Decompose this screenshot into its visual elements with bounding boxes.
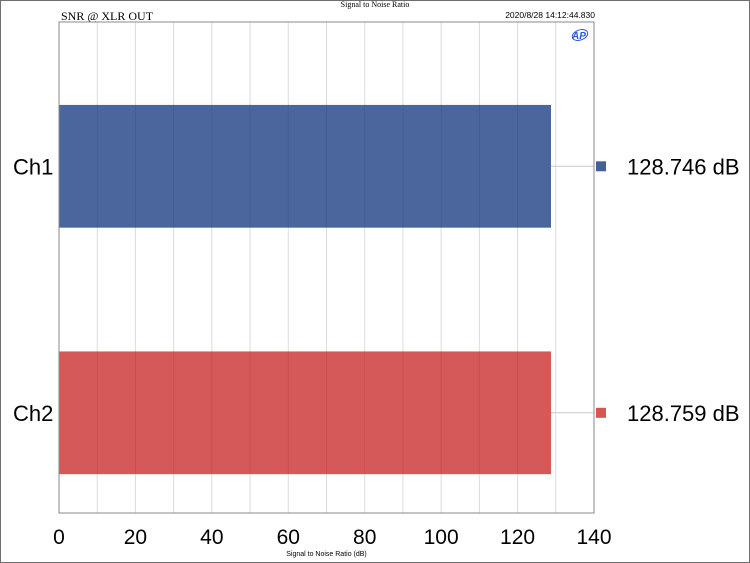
bar-ch2 <box>59 351 552 475</box>
value-legend: 128.746 dB 128.759 dB <box>550 154 740 426</box>
ap-logo: AP <box>571 29 589 42</box>
x-tick-labels: 0 20 40 60 80 100 120 140 <box>53 526 611 549</box>
x-tick-label: 140 <box>576 526 611 549</box>
plot-area-border <box>58 21 595 514</box>
x-tick-label: 120 <box>500 526 535 549</box>
chart-title: Signal to Noise Ratio <box>340 0 410 9</box>
category-label-ch1: Ch1 <box>13 154 53 179</box>
category-label-ch2: Ch2 <box>13 401 53 426</box>
timestamp: 2020/8/28 14:12:44.830 <box>505 10 595 20</box>
bar-ch1 <box>59 104 551 228</box>
legend-swatch-ch1 <box>596 161 606 172</box>
x-tick-label: 20 <box>124 526 147 549</box>
x-tick-label: 0 <box>53 526 65 549</box>
x-tick-label: 40 <box>200 526 223 549</box>
value-label-ch1: 128.746 dB <box>627 154 740 179</box>
chart-subtitle: SNR @ XLR OUT <box>61 9 154 23</box>
x-axis-label: Signal to Noise Ratio (dB) <box>286 551 367 558</box>
x-tick-label: 60 <box>277 526 300 549</box>
ap-logo-text: AP <box>571 31 586 42</box>
value-label-ch2: 128.759 dB <box>627 401 740 426</box>
x-tick-label: 100 <box>424 526 459 549</box>
bars: Ch1 Ch2 <box>13 104 552 475</box>
x-tick-label: 80 <box>353 526 376 549</box>
legend-swatch-ch2 <box>596 407 606 418</box>
